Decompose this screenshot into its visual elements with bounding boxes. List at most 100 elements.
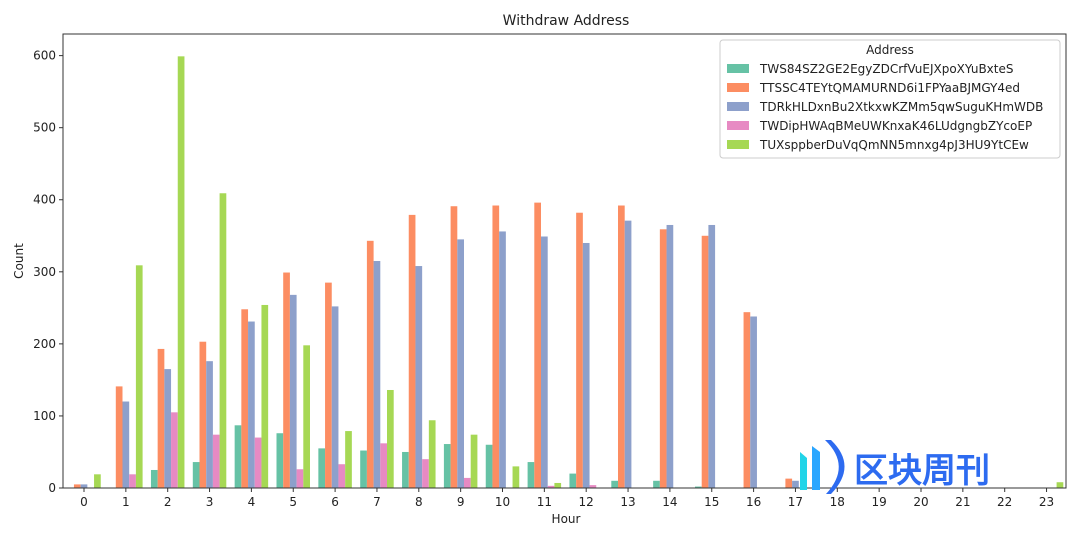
x-tick-label: 0	[80, 495, 88, 509]
x-axis: 0 1 2 3 4 5 6 7 8 9 10 11 12 13 14 15 16 17 18 19 20 21 22 23	[80, 488, 1054, 509]
bar-series-3-hour-2	[171, 412, 178, 488]
bar-series-2-hour-11	[541, 236, 548, 488]
bar-series-1-hour-7	[366, 240, 374, 488]
bar-series-1-hour-1	[115, 386, 123, 488]
x-tick-label: 11	[537, 495, 552, 509]
legend-swatch	[727, 121, 749, 130]
bar-series-2-hour-3	[206, 361, 213, 488]
bar-series-4-hour-0	[94, 474, 101, 488]
x-tick-label: 9	[457, 495, 465, 509]
bars-group	[73, 56, 1064, 489]
bar-series-2-hour-1	[122, 401, 130, 488]
bar-series-1-hour-14	[659, 229, 667, 489]
bar-series-4-hour-1	[135, 265, 143, 488]
bar-series-2-hour-5	[289, 294, 297, 488]
bar-series-1-hour-15	[701, 235, 709, 488]
x-tick-label: 14	[662, 495, 677, 509]
legend: Address TWS84SZ2GE2EgyZDCrfVuEJXpoXYuBxt…	[719, 39, 1061, 159]
x-tick-label: 19	[872, 495, 887, 509]
bar-series-3-hour-9	[464, 477, 471, 488]
x-tick-label: 13	[620, 495, 635, 509]
x-tick-label: 4	[248, 495, 256, 509]
bar-series-4-hour-3	[219, 193, 227, 488]
bar-series-0-hour-6	[318, 448, 326, 488]
x-tick-label: 6	[331, 495, 339, 509]
bar-series-3-hour-6	[338, 464, 346, 488]
x-tick-label: 17	[788, 495, 803, 509]
bar-series-2-hour-9	[457, 239, 464, 488]
bar-series-0-hour-8	[402, 451, 409, 488]
bar-series-2-hour-4	[248, 321, 255, 488]
x-tick-label: 15	[704, 495, 719, 509]
legend-title: Address	[866, 43, 914, 57]
bar-series-2-hour-8	[415, 266, 423, 488]
watermark-logo: 区块周刊	[800, 440, 990, 494]
bar-series-4-hour-4	[261, 304, 269, 488]
bar-series-4-hour-9	[470, 434, 478, 488]
bar-series-2-hour-6	[331, 306, 339, 488]
bar-series-4-hour-8	[428, 420, 436, 488]
plot-frame	[62, 33, 1067, 489]
x-tick-label: 3	[206, 495, 214, 509]
legend-box	[719, 39, 1061, 159]
y-tick-label: 100	[33, 409, 56, 423]
y-tick-label: 500	[33, 121, 56, 135]
bar-series-2-hour-15	[708, 224, 716, 488]
bar-series-1-hour-8	[408, 214, 416, 488]
legend-label: TDRkHLDxnBu2XtkxwKZMm5qwSuguKHmWDB	[759, 100, 1043, 114]
bar-series-3-hour-11	[547, 485, 555, 488]
bar-series-1-hour-12	[576, 212, 583, 488]
bar-series-0-hour-11	[527, 462, 535, 488]
legend-label: TUXsppberDuVqQmNN5mnxg4pJ3HU9YtCEw	[759, 138, 1029, 152]
y-tick-label: 200	[33, 337, 56, 351]
bar-series-0-hour-15	[695, 486, 702, 488]
bar-series-1-hour-6	[325, 282, 332, 488]
bar-series-0-hour-12	[569, 473, 577, 488]
bar-series-2-hour-7	[373, 261, 381, 488]
y-axis-title: Count	[12, 243, 26, 279]
bar-series-1-hour-2	[157, 348, 165, 488]
bar-series-3-hour-4	[254, 437, 262, 488]
x-tick-label: 7	[373, 495, 381, 509]
x-tick-label: 8	[415, 495, 423, 509]
y-tick-label: 400	[33, 193, 56, 207]
legend-swatch	[727, 102, 749, 111]
bar-series-4-hour-7	[387, 389, 394, 488]
bar-series-4-hour-2	[177, 56, 185, 489]
bar-series-1-hour-9	[450, 206, 458, 489]
bar-series-2-hour-17	[792, 480, 799, 488]
x-tick-label: 23	[1039, 495, 1054, 509]
bar-series-1-hour-3	[199, 341, 207, 488]
bar-series-0-hour-2	[150, 469, 158, 488]
legend-label: TWS84SZ2GE2EgyZDCrfVuEJXpoXYuBxteS	[759, 62, 1014, 76]
x-tick-label: 18	[830, 495, 845, 509]
x-tick-label: 21	[955, 495, 970, 509]
bar-series-1-hour-10	[492, 205, 500, 488]
legend-label: TTSSC4TEYtQMAMURND6i1FPYaaBJMGY4ed	[759, 81, 1020, 95]
bar-series-3-hour-3	[212, 434, 220, 488]
legend-label: TWDipHWAqBMeUWKnxaK46LUdgngbZYcoEP	[759, 119, 1032, 133]
bar-series-2-hour-16	[750, 316, 757, 488]
x-tick-label: 1	[122, 495, 130, 509]
legend-swatch	[727, 83, 749, 92]
bar-series-3-hour-12	[589, 485, 597, 488]
bar-series-4-hour-5	[303, 345, 310, 488]
bar-series-0-hour-13	[611, 480, 618, 488]
x-axis-title: Hour	[552, 512, 581, 526]
bar-series-1-hour-0	[73, 484, 81, 488]
x-tick-label: 16	[746, 495, 761, 509]
bar-series-2-hour-10	[499, 231, 506, 488]
bar-series-4-hour-10	[512, 466, 520, 488]
bar-series-1-hour-17	[785, 478, 793, 488]
bar-series-2-hour-14	[666, 224, 674, 488]
watermark-icon	[800, 440, 845, 494]
bar-series-0-hour-10	[485, 444, 493, 488]
bar-series-0-hour-5	[276, 433, 284, 488]
bar-series-1-hour-5	[283, 272, 290, 488]
bar-series-2-hour-13	[624, 220, 632, 488]
legend-swatch	[727, 140, 749, 149]
bar-series-3-hour-5	[296, 469, 304, 488]
x-tick-label: 2	[164, 495, 172, 509]
y-tick-label: 600	[33, 49, 56, 63]
